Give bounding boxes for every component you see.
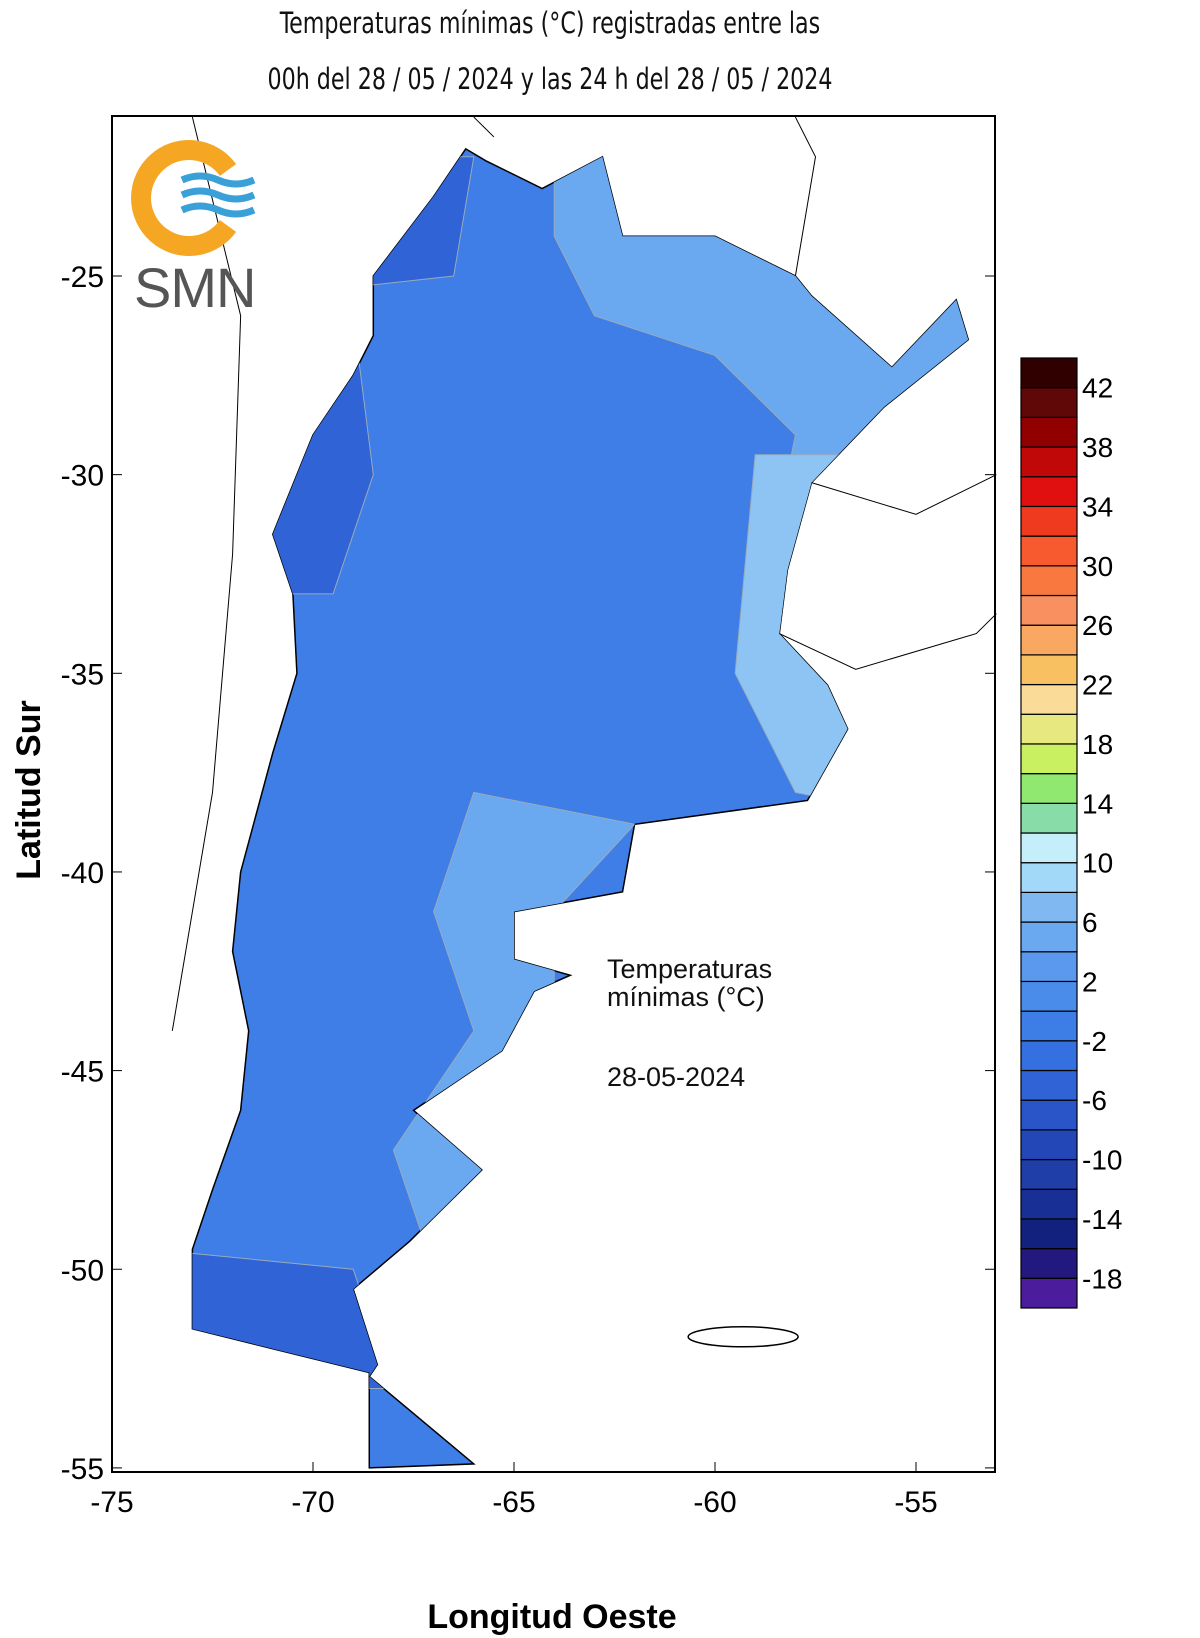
neighbor-border-4: [779, 613, 997, 670]
colorbar-label: 34: [1082, 491, 1113, 522]
colorbar-label: -14: [1082, 1204, 1122, 1235]
colorbar-bin: [1020, 654, 1078, 686]
colorbar-bin: [1020, 446, 1078, 478]
colorbar-label: 10: [1082, 848, 1113, 879]
colorbar-bin: [1020, 565, 1078, 597]
colorbar-bin: [1020, 713, 1078, 745]
colorbar-label: -2: [1082, 1026, 1107, 1057]
malvinas-islands: [687, 1326, 799, 1348]
smn-logo-text: SMN: [134, 256, 256, 319]
x-tick-label: -70: [291, 1486, 334, 1519]
colorbar-bin: [1020, 357, 1078, 389]
y-tick-label: -40: [61, 857, 104, 890]
neighbor-border-1: [473, 116, 495, 138]
neighbor-border-3: [811, 474, 997, 515]
colorbar-bin: [1020, 891, 1078, 923]
y-tick-label: -55: [61, 1453, 104, 1486]
cold-zone-andes-north: [192, 315, 374, 595]
colorbar-label: 18: [1082, 729, 1113, 760]
colorbar-bin: [1020, 1158, 1078, 1190]
y-axis-label: Latitud Sur: [10, 700, 48, 879]
colorbar-bin: [1020, 1129, 1078, 1161]
x-tick-label: -55: [894, 1486, 937, 1519]
colorbar-label: 38: [1082, 432, 1113, 463]
legend-note: Temperaturas mínimas (°C) 28-05-2024: [607, 955, 772, 1091]
colorbar-bin: [1020, 594, 1078, 626]
neighbor-border-2: [794, 116, 817, 277]
colorbar-bin: [1020, 1277, 1078, 1309]
colorbar-label: 42: [1082, 373, 1113, 404]
colorbar-bin: [1020, 1248, 1078, 1279]
plot-frame: [111, 115, 996, 1473]
colorbar-bin: [1020, 832, 1078, 864]
colorbar-bin: [1020, 1040, 1078, 1072]
legend-note-date: 28-05-2024: [607, 1062, 746, 1092]
colorbar-bin: [1020, 980, 1078, 1012]
colorbar-bin: [1020, 624, 1078, 656]
colorbar-label: 22: [1082, 670, 1113, 701]
x-tick-label: -75: [90, 1486, 133, 1519]
colorbar-label: -18: [1082, 1263, 1122, 1294]
legend-note-line1: Temperaturas: [607, 954, 773, 984]
colorbar-bin: [1020, 1010, 1078, 1042]
y-tick-label: -35: [61, 658, 104, 691]
colorbar-label: 6: [1082, 907, 1098, 938]
colorbar-bin: [1020, 802, 1078, 834]
y-tick-label: -30: [61, 460, 104, 493]
colorbar-label: -6: [1082, 1085, 1107, 1116]
smn-logo-wave: [180, 202, 256, 218]
colorbar-label: 2: [1082, 966, 1098, 997]
colorbar-bin: [1020, 535, 1078, 567]
y-tick-label: -45: [61, 1056, 104, 1089]
colorbar-label: 26: [1082, 610, 1113, 641]
colorbar-bin: [1020, 1099, 1078, 1131]
colorbar-bin: [1020, 505, 1078, 537]
colorbar-bin: [1020, 1069, 1078, 1101]
colorbar-bin: [1020, 476, 1078, 508]
colorbar-bin: [1020, 743, 1078, 775]
title-line-1: Temperaturas mínimas (°C) registradas en…: [279, 6, 821, 40]
colorbar-bin: [1020, 387, 1078, 418]
y-tick-label: -50: [61, 1254, 104, 1287]
x-tick-label: -60: [693, 1486, 736, 1519]
title-line-2: 00h del 28 / 05 / 2024 y las 24 h del 28…: [267, 62, 833, 96]
x-axis-label: Longitud Oeste: [427, 1598, 676, 1636]
colorbar-bin: [1020, 416, 1078, 448]
colorbar-bin: [1020, 1218, 1078, 1250]
y-tick-label: -25: [61, 261, 104, 294]
smn-logo-wave: [180, 187, 256, 203]
colorbar-bin: [1020, 683, 1078, 715]
colorbar-bin: [1020, 862, 1078, 893]
neighbor-border-0: [171, 116, 242, 1031]
x-tick-label: -65: [492, 1486, 535, 1519]
smn-logo-sun: [131, 140, 237, 256]
smn-logo-wave: [180, 172, 256, 188]
colorbar-label: 30: [1082, 551, 1113, 582]
colorbar-bin: [1020, 951, 1078, 983]
colorbar-bin: [1020, 1188, 1078, 1220]
colorbar-label: -10: [1082, 1145, 1122, 1176]
colorbar-bin: [1020, 773, 1078, 804]
colorbar-bin: [1020, 921, 1078, 953]
legend-note-line2: mínimas (°C): [607, 982, 765, 1012]
colorbar-label: 14: [1082, 788, 1113, 819]
